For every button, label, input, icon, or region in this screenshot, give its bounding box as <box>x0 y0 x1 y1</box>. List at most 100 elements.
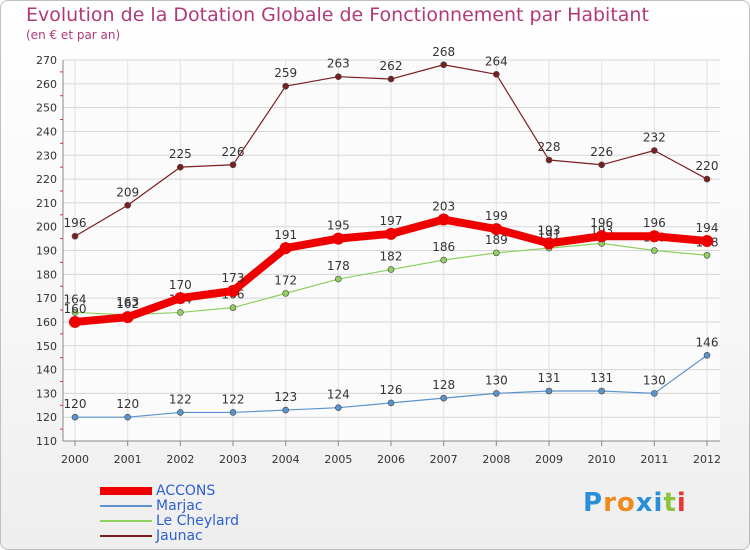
y-tick-label: 250 <box>36 102 57 115</box>
data-point <box>71 413 79 421</box>
data-label: 259 <box>274 66 297 80</box>
chart-subtitle: (en € et par an) <box>26 28 121 42</box>
x-tick-label: 2002 <box>166 453 194 466</box>
x-tick-label: 2008 <box>482 453 510 466</box>
y-tick-label: 110 <box>36 435 57 448</box>
proxiti-logo: Proxiti <box>583 488 687 518</box>
data-point <box>703 251 711 259</box>
y-tick-label: 210 <box>36 197 57 210</box>
x-tick-label: 2003 <box>219 453 247 466</box>
data-label: 220 <box>696 159 719 173</box>
logo-letter: i <box>653 488 664 518</box>
data-point <box>229 304 237 311</box>
data-label: 128 <box>432 378 455 392</box>
x-tick-label: 2004 <box>272 453 300 466</box>
data-point <box>387 266 395 273</box>
y-tick-label: 150 <box>36 340 57 353</box>
legend-swatch <box>100 520 152 522</box>
data-point <box>440 256 447 264</box>
x-tick-label: 2006 <box>377 453 405 466</box>
data-point <box>335 275 342 283</box>
x-tick-label: 2009 <box>535 453 563 466</box>
legend-label: Marjac <box>156 498 203 514</box>
data-label: 178 <box>327 259 350 273</box>
x-tick-label: 2001 <box>114 453 142 466</box>
y-tick-label: 170 <box>36 292 57 305</box>
data-label: 197 <box>380 214 403 228</box>
data-point <box>651 390 658 397</box>
data-label: 173 <box>222 271 245 285</box>
chart-title: Evolution de la Dotation Globale de Fonc… <box>26 4 649 26</box>
data-label: 172 <box>274 273 297 287</box>
data-point <box>282 406 289 414</box>
y-tick-label: 190 <box>36 245 57 258</box>
data-label: 124 <box>327 388 350 402</box>
x-tick-label: 2010 <box>588 453 616 466</box>
data-label: 131 <box>538 371 561 385</box>
data-label: 122 <box>222 392 245 406</box>
data-point <box>177 409 184 416</box>
data-point <box>279 242 292 255</box>
y-tick-label: 230 <box>36 149 57 162</box>
data-point <box>71 232 79 240</box>
data-point <box>493 390 500 397</box>
data-label: 264 <box>485 54 508 68</box>
legend-swatch <box>100 487 152 495</box>
legend-swatch <box>100 505 152 507</box>
legend-swatch <box>100 535 152 537</box>
data-label: 195 <box>327 219 350 233</box>
y-tick-label: 260 <box>36 78 57 91</box>
logo-letter: r <box>603 488 617 518</box>
data-label: 193 <box>538 223 561 237</box>
data-point <box>124 201 131 209</box>
logo-letter: x <box>635 488 654 518</box>
data-label: 120 <box>116 397 139 411</box>
data-point <box>493 249 500 257</box>
y-tick-label: 160 <box>36 316 57 329</box>
x-tick-label: 2000 <box>61 453 89 466</box>
y-tick-label: 180 <box>36 268 57 281</box>
logo-letter: t <box>663 488 677 518</box>
data-point <box>335 404 342 411</box>
data-point <box>71 309 79 316</box>
data-label: 199 <box>485 209 508 223</box>
data-label: 162 <box>116 297 139 311</box>
data-label: 226 <box>222 145 245 159</box>
data-label: 170 <box>169 278 192 292</box>
y-tick-label: 130 <box>36 387 57 400</box>
data-point <box>440 61 447 69</box>
data-label: 194 <box>696 221 719 235</box>
data-point <box>229 161 237 169</box>
data-point <box>437 213 450 226</box>
legend-label: Jaunac <box>156 528 203 544</box>
data-label: 122 <box>169 392 192 406</box>
data-point <box>490 223 503 236</box>
data-point <box>701 234 713 247</box>
data-label: 225 <box>169 147 192 161</box>
data-point <box>651 247 658 254</box>
data-point <box>282 290 289 297</box>
data-label: 263 <box>327 57 350 71</box>
data-point <box>335 73 342 80</box>
data-point <box>440 394 447 402</box>
y-tick-label: 270 <box>36 54 57 67</box>
data-label: 228 <box>538 140 561 154</box>
data-point <box>493 70 500 78</box>
data-point <box>121 311 134 324</box>
data-label: 262 <box>380 59 403 73</box>
data-label: 130 <box>643 373 666 387</box>
data-label: 196 <box>643 216 666 230</box>
y-tick-label: 140 <box>36 364 57 377</box>
x-tick-label: 2012 <box>693 453 721 466</box>
data-point <box>598 161 605 169</box>
legend-label: Le Cheylard <box>156 513 240 529</box>
y-tick-label: 120 <box>36 411 57 424</box>
data-point <box>545 387 553 395</box>
data-point <box>177 309 184 316</box>
data-label: 120 <box>64 397 87 411</box>
data-label: 164 <box>64 292 87 306</box>
data-point <box>282 82 289 90</box>
data-label: 203 <box>432 200 455 214</box>
data-point <box>598 387 605 395</box>
